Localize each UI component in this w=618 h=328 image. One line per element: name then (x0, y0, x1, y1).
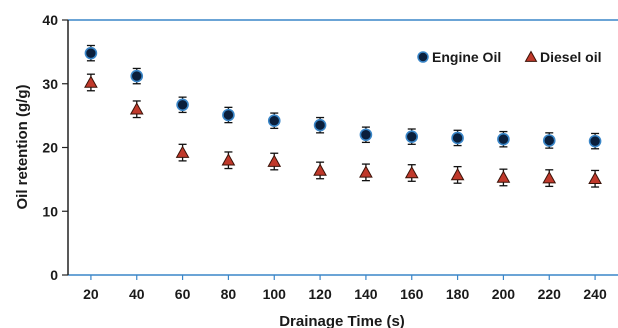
data-point-triangle (404, 165, 419, 179)
y-tick-label: 30 (42, 76, 58, 92)
x-tick-label: 160 (400, 286, 424, 302)
x-tick-label: 80 (221, 286, 237, 302)
data-point-circle (222, 108, 235, 122)
data-point-circle (176, 98, 189, 112)
data-point-circle (497, 132, 510, 146)
data-point-circle (84, 46, 98, 60)
data-point-triangle (496, 170, 511, 183)
data-point-triangle (84, 75, 98, 88)
y-tick-label: 10 (42, 203, 58, 219)
x-tick-label: 40 (129, 286, 145, 302)
data-point-circle (313, 118, 327, 132)
x-tick-label: 240 (583, 286, 607, 302)
data-point-circle (267, 114, 281, 128)
y-tick-label: 40 (42, 12, 58, 28)
x-tick-label: 60 (175, 286, 191, 302)
y-tick-label: 20 (42, 140, 58, 156)
data-point-circle (542, 134, 556, 147)
x-tick-label: 200 (492, 286, 516, 302)
data-point-triangle (359, 165, 373, 178)
legend: Engine Oil Diesel oil (417, 49, 601, 65)
data-marks (84, 44, 602, 188)
plot-frame (67, 19, 618, 276)
x-tick-label: 180 (446, 286, 470, 302)
y-axis-ticks: 0 10 20 30 40 (42, 12, 68, 283)
x-tick-label: 120 (308, 286, 332, 302)
data-point-triangle (450, 167, 465, 181)
x-tick-label: 100 (263, 286, 287, 302)
legend-marker-triangle (524, 50, 538, 62)
series-1 (84, 44, 602, 150)
data-point-circle (359, 128, 373, 142)
x-axis-ticks: 20 40 60 80 100 120 140 160 180 200 220 240 (83, 275, 607, 302)
legend-label: Diesel oil (540, 49, 601, 65)
data-point-circle (405, 130, 419, 143)
legend-marker-circle (417, 51, 429, 63)
data-point-triangle (129, 102, 144, 115)
data-point-triangle (588, 171, 602, 185)
y-axis-title: Oil retention (g/g) (14, 85, 31, 210)
y-tick-label: 0 (50, 267, 58, 283)
data-point-circle (451, 131, 464, 145)
x-axis-title: Drainage Time (s) (279, 313, 405, 328)
series-2 (84, 73, 602, 188)
data-point-triangle (267, 154, 282, 167)
data-point-triangle (542, 171, 557, 184)
data-point-triangle (313, 163, 327, 176)
data-point-circle (130, 69, 144, 83)
x-tick-label: 140 (354, 286, 378, 302)
x-tick-label: 20 (83, 286, 99, 302)
legend-label: Engine Oil (432, 49, 501, 65)
data-point-triangle (221, 153, 236, 166)
x-tick-label: 220 (538, 286, 562, 302)
data-point-triangle (175, 145, 190, 158)
data-point-circle (588, 134, 602, 148)
